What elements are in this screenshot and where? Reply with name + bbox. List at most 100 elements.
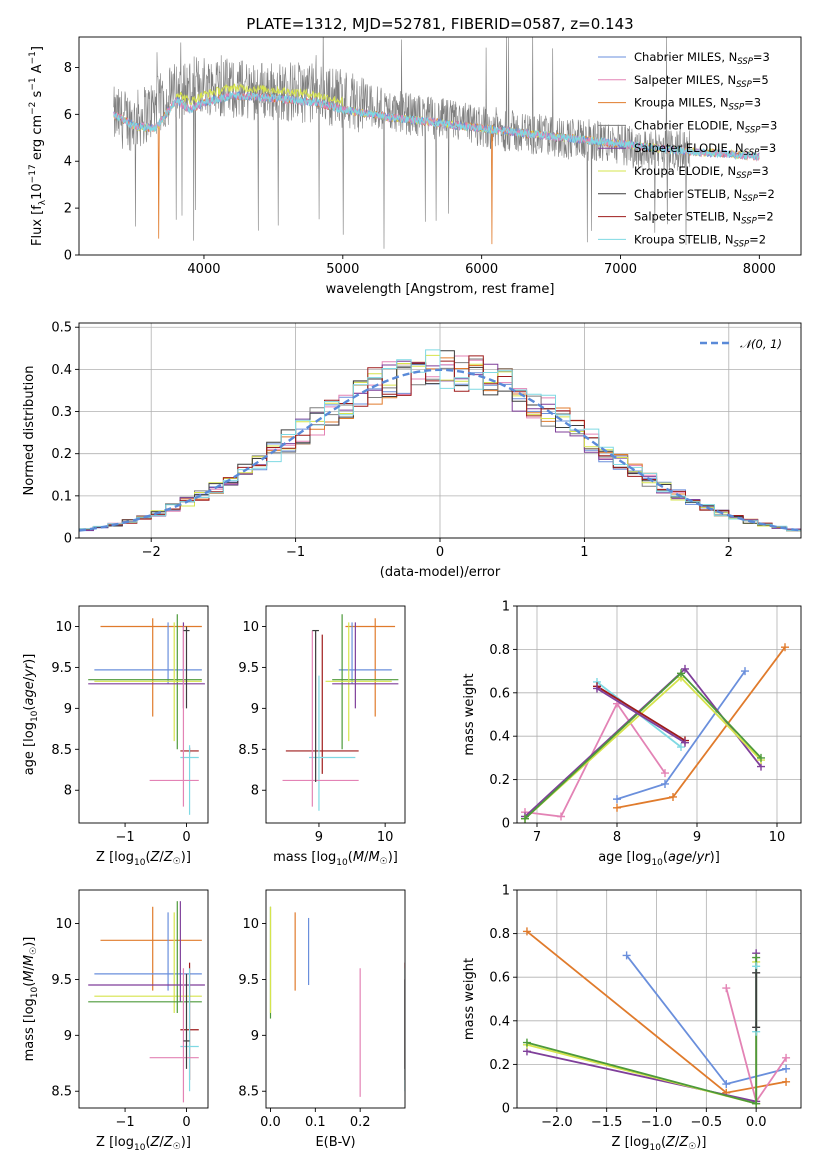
error-bar-point <box>94 912 202 1013</box>
figure-title: PLATE=1312, MJD=52781, FIBERID=0587, z=0… <box>246 15 633 33</box>
y-tick-label: 0.2 <box>489 773 510 788</box>
mass-weight-marker <box>669 792 677 801</box>
y-tick-label: 9.5 <box>238 661 259 676</box>
mass_weight_vs_z-plot-area <box>522 927 791 1108</box>
spectrum-frame <box>78 36 802 256</box>
mass-weight-marker <box>752 953 761 962</box>
y-tick-label: 10 <box>55 917 72 932</box>
mass-weight-marker <box>752 968 761 977</box>
error-bar-point <box>183 626 190 709</box>
y-tick-label: 4 <box>64 155 72 170</box>
error-bar-point <box>94 912 202 991</box>
mass-weight-marker <box>622 951 631 960</box>
error-bar-point <box>149 626 199 807</box>
mass_weight_vs_age-axes: 7 8 9 10 0 0.2 0.4 0.6 0.8 1 age [log10(age/yr)] ma… <box>462 600 802 868</box>
mass-weight-marker <box>681 664 689 673</box>
y-tick-label: 0.6 <box>489 686 510 701</box>
x-tick-label: 5000 <box>326 262 359 277</box>
x-tick-label: −2.0 <box>541 1115 573 1130</box>
age_vs_mass-x-axis-label: mass [log10(M/M☉)] <box>273 850 398 868</box>
x-tick-label: 0.1 <box>305 1115 326 1130</box>
mass-weight-marker <box>661 779 669 788</box>
legend-entry: Kroupa ELODIE, NSSP=3 <box>634 164 769 181</box>
x-tick-label: 6000 <box>465 262 498 277</box>
residuals-x-axis-label: (data-model)/error <box>380 565 501 580</box>
error-bar-point <box>94 622 202 684</box>
mass-weight-series-line <box>526 957 758 1105</box>
x-tick-label: −1.0 <box>641 1115 673 1130</box>
mass_weight_vs_age-x-axis-label: age [log10(age/yr)] <box>598 850 720 868</box>
mass_vs_ebv-axes: 0.0 0.1 0.2 8.5 9 9.5 10 E(B-V) <box>238 889 406 1150</box>
spectrum-plot-area <box>113 37 760 249</box>
mass-weight-marker <box>522 927 531 936</box>
spectrum-axes: 4000 5000 6000 7000 8000 0 2 4 6 8 wavelength [Ang… <box>28 36 802 297</box>
legend-entry: Kroupa MILES, NSSP=3 <box>634 96 761 113</box>
x-tick-label: 10 <box>377 830 394 845</box>
x-tick-label: 8 <box>613 830 621 845</box>
y-tick-label: 8 <box>251 784 259 799</box>
mass_vs_ebv-frame <box>265 889 406 1109</box>
y-tick-label: 10 <box>55 620 72 635</box>
spectrum-y-axis-label: Flux [fλ10−17 erg cm−2 s−1 A−1] <box>28 46 48 246</box>
mass-weight-marker <box>782 1053 791 1062</box>
mass-weight-marker <box>613 803 621 812</box>
y-tick-label: 8.5 <box>51 743 72 758</box>
x-tick-label: −0.5 <box>691 1115 723 1130</box>
y-tick-label: 9.5 <box>51 661 72 676</box>
error-bar-point <box>94 622 202 742</box>
error-bar-point <box>332 622 399 709</box>
x-tick-label: 9 <box>315 830 323 845</box>
mass_vs_ebv-plot-area <box>269 906 405 1097</box>
mass_weight_vs_age-plot-area <box>521 643 789 823</box>
y-tick-label: 8 <box>64 61 72 76</box>
y-tick-label: 1 <box>502 600 510 615</box>
y-tick-label: 0.4 <box>489 730 510 745</box>
error-bar-point <box>183 973 190 1069</box>
x-tick-label: 0.0 <box>260 1115 281 1130</box>
mass_vs_z-plot-area <box>88 901 205 1103</box>
mass-weight-marker <box>782 1077 791 1086</box>
mass_weight_vs_z-x-axis-label: Z [log10(Z/Z☉)] <box>612 1135 707 1153</box>
error-bar-point <box>312 629 319 783</box>
mass-weight-marker <box>752 1099 761 1108</box>
y-tick-label: 0.5 <box>51 321 72 336</box>
x-tick-label: 4000 <box>187 262 220 277</box>
x-tick-label: 7000 <box>604 262 637 277</box>
legend-entry: Chabrier MILES, NSSP=3 <box>634 50 770 67</box>
error-bar-point <box>282 630 359 807</box>
mass-weight-marker <box>781 643 789 652</box>
x-tick-label: 9 <box>693 830 701 845</box>
y-tick-label: 9 <box>64 1029 72 1044</box>
x-tick-label: −2 <box>142 545 161 560</box>
mass-weight-marker <box>677 669 685 678</box>
y-tick-label: 10 <box>242 620 259 635</box>
x-tick-label: −1 <box>115 1115 134 1130</box>
y-tick-label: 8.5 <box>238 743 259 758</box>
mass-weight-marker <box>522 1038 531 1047</box>
y-tick-label: 0 <box>502 817 510 832</box>
y-tick-label: 0.6 <box>489 971 510 986</box>
x-tick-label: 2 <box>725 545 733 560</box>
error-bar-point <box>88 622 205 709</box>
age_vs_z-frame <box>78 605 209 824</box>
mass_weight_vs_z-y-axis-label: mass weight <box>462 958 477 1040</box>
mass-weight-series-line <box>616 646 786 809</box>
mass-weight-marker <box>613 795 621 804</box>
mass-weight-marker <box>557 812 565 821</box>
error-bar-point <box>149 968 199 1103</box>
error-bar-point <box>309 675 356 811</box>
age_vs_z-x-axis-label: Z [log10(Z/Z☉)] <box>96 850 191 868</box>
y-tick-label: 8.5 <box>238 1085 259 1100</box>
y-tick-label: 1 <box>502 884 510 899</box>
x-tick-label: 10 <box>769 830 786 845</box>
legend-entry: Salpeter MILES, NSSP=5 <box>634 73 769 90</box>
error-bar-point <box>100 618 202 717</box>
age_vs_z-y-axis-label: age [log10(age/yr)] <box>22 654 40 776</box>
y-tick-label: 0.3 <box>51 405 72 420</box>
mass_vs_z-frame <box>78 889 209 1109</box>
legend-entry: 𝒩(0, 1) <box>740 337 782 351</box>
x-tick-label: 0.0 <box>746 1115 767 1130</box>
mass_weight_vs_z-axes: −2.0 −1.5 −1.0 −0.5 0.0 0 0.2 0.4 0.6 0.8 1 Z [log1… <box>462 884 802 1153</box>
spectrum-legend: Chabrier MILES, NSSP=3 Salpeter MILES, NS… <box>598 50 777 249</box>
